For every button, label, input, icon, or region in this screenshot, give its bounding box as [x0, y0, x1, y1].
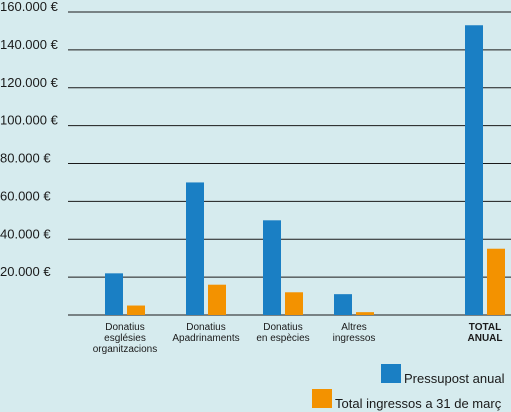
bar-ingressos — [487, 248, 505, 315]
category-label: TOTAL — [469, 322, 501, 333]
y-tick-label: 40.000 € — [0, 226, 51, 241]
bar-pressupost — [263, 220, 281, 315]
bar-ingressos — [356, 312, 374, 315]
y-tick-label: 140.000 € — [0, 37, 59, 52]
legend-swatch — [312, 389, 332, 408]
category-label: organitzacions — [93, 344, 157, 355]
category-label: ANUAL — [468, 333, 503, 344]
legend-label: Total ingressos a 31 de març — [335, 396, 502, 411]
y-tick-label: 120.000 € — [0, 75, 59, 90]
x-axis-categories: DonatiusesglésiesorganitzacionsDonatiusA… — [93, 322, 503, 355]
bar-ingressos — [127, 305, 145, 315]
gridlines — [68, 11, 511, 316]
category-label: Donatius — [263, 322, 302, 333]
bar-pressupost — [186, 182, 204, 315]
y-tick-label: 100.000 € — [0, 113, 59, 128]
category-label: Altres — [341, 322, 367, 333]
category-label: Donatius — [186, 322, 225, 333]
category-label: Donatius — [105, 322, 144, 333]
legend-label: Pressupost anual — [404, 371, 505, 386]
bar-pressupost — [465, 25, 483, 315]
y-tick-label: 60.000 € — [0, 188, 51, 203]
bar-ingressos — [285, 292, 303, 315]
category-label: Apadrinaments — [172, 333, 239, 344]
category-label: esglésies — [104, 333, 146, 344]
bar-ingressos — [208, 284, 226, 315]
y-axis-ticks: 20.000 € 40.000 € 60.000 € 80.000 € 100.000 … — [0, 0, 59, 279]
bar-pressupost — [334, 294, 352, 315]
y-tick-label: 20.000 € — [0, 264, 51, 279]
legend-swatch — [381, 364, 401, 383]
bar-pressupost — [105, 273, 123, 315]
category-label: ingressos — [333, 333, 376, 344]
bars — [105, 25, 505, 315]
category-label: en espècies — [256, 333, 309, 344]
y-tick-label: 160.000 € — [0, 0, 59, 14]
legend: Pressupost anual Total ingressos a 31 de … — [312, 364, 505, 411]
y-tick-label: 80.000 € — [0, 151, 51, 166]
